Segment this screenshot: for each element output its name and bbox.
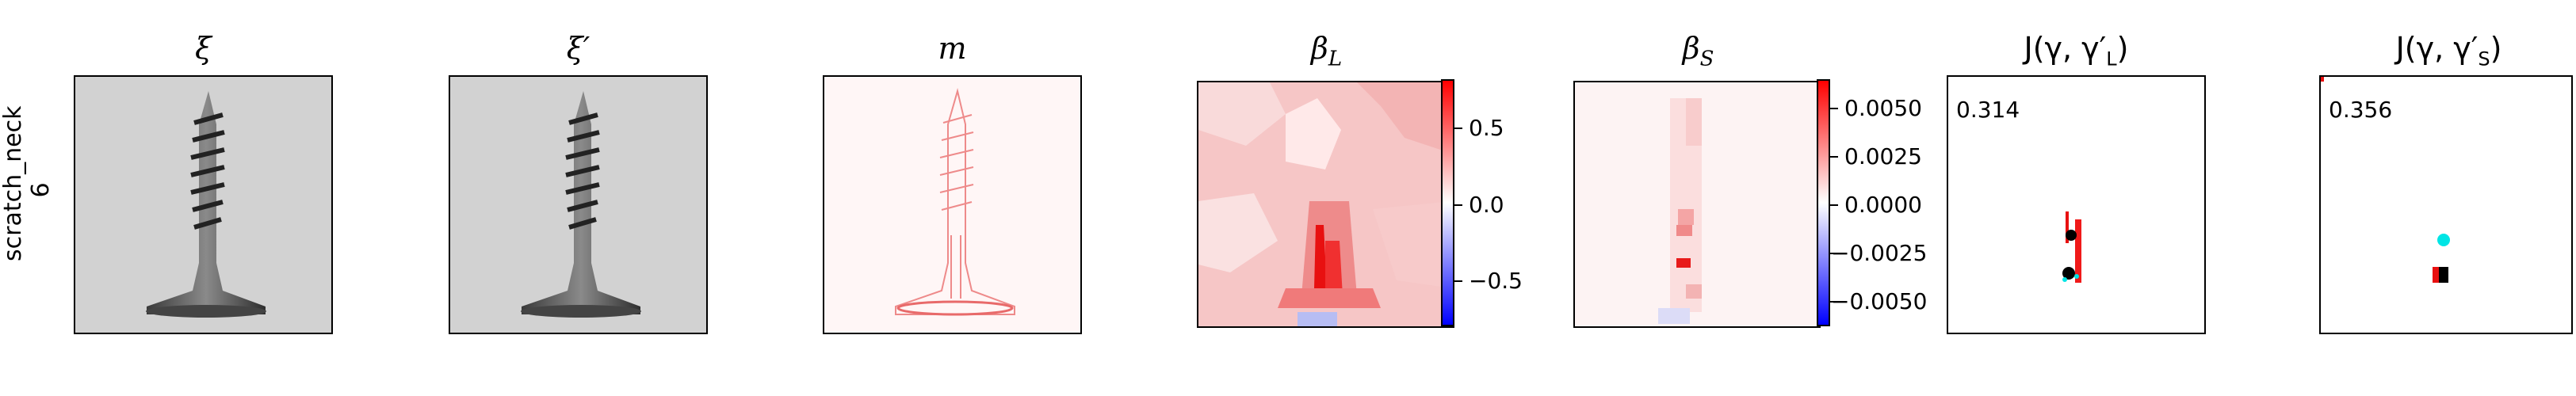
panel-xi-prime-title-text: ξ′	[566, 31, 590, 66]
panel-beta-l	[1197, 81, 1454, 328]
row-label: scratch_neck 6	[0, 105, 55, 261]
panel-xi	[74, 75, 333, 334]
panel-xi-title-text: ξ	[195, 31, 212, 66]
colorbar-beta-s-ticklabel: −0.0050	[1831, 288, 1928, 314]
colorbar-beta-s-ticklabel: 0.0025	[1844, 143, 1922, 169]
panel-j-s-title-close: )	[2490, 31, 2502, 66]
row-label-index: 6	[26, 182, 55, 198]
colorbar-beta-s-ticklabel: 0.0050	[1844, 95, 1922, 121]
colorbar-beta-s-tick	[1830, 156, 1838, 158]
colorbar-beta-l-tick	[1454, 128, 1462, 129]
screw-image-xi	[75, 77, 331, 332]
colorbar-beta-s-ticklabel: −0.0025	[1831, 240, 1928, 266]
panel-beta-s-title-base: β	[1682, 31, 1700, 66]
panel-beta-s-title-sub: S	[1699, 47, 1714, 71]
panel-j-s-title: J(γ, γ′S)	[2319, 33, 2576, 69]
colorbar-beta-s-tick	[1830, 204, 1838, 206]
panel-beta-l-title-sub: L	[1328, 47, 1343, 71]
beta-s-heatmap	[1575, 82, 1819, 326]
panel-xi-prime-title: ξ′	[449, 33, 708, 63]
colorbar-beta-l-ticklabel: 0.5	[1469, 115, 1504, 141]
panel-j-s-title-base: J(γ, γ′	[2395, 31, 2479, 66]
panel-j-s-title-sub: S	[2478, 48, 2490, 70]
colorbar-beta-s	[1817, 79, 1830, 326]
panel-j-l-score: 0.314	[1956, 97, 2020, 123]
jaccard-l-plot	[2062, 211, 2081, 283]
panel-j-l-title-close: )	[2116, 31, 2129, 66]
colorbar-beta-s-tick	[1830, 301, 1838, 303]
panel-beta-s-title: βS	[1573, 33, 1823, 70]
panel-m-title: m	[823, 33, 1082, 63]
colorbar-beta-l-tick	[1454, 280, 1462, 282]
jaccard-s-plot	[2321, 77, 2450, 283]
panel-j-l-title-base: J(γ, γ′	[2024, 31, 2107, 66]
panel-beta-l-title-base: β	[1310, 31, 1328, 66]
colorbar-beta-l	[1441, 79, 1454, 326]
panel-beta-s	[1573, 81, 1821, 328]
colorbar-beta-s-ticklabel: 0.0000	[1844, 192, 1922, 218]
panel-j-l-title-sub: L	[2106, 48, 2117, 70]
panel-xi-title: ξ	[74, 33, 333, 63]
panel-beta-l-title: βL	[1197, 33, 1456, 70]
colorbar-beta-l-ticklabel: 0.0	[1469, 192, 1504, 218]
panel-m-title-text: m	[938, 31, 967, 66]
panel-m	[823, 75, 1082, 334]
panel-j-l-title: J(γ, γ′L)	[1947, 33, 2206, 69]
beta-l-heatmap	[1198, 82, 1452, 326]
panel-j-s: 0.356	[2319, 75, 2573, 334]
screw-image-xi-prime	[450, 77, 705, 332]
colorbar-beta-s-tick	[1830, 253, 1838, 254]
colorbar-beta-l-ticklabel: −0.5	[1469, 268, 1523, 294]
colorbar-beta-s-tick	[1830, 108, 1838, 109]
panel-xi-prime	[449, 75, 708, 334]
panel-j-l: 0.314	[1947, 75, 2206, 334]
mask-image	[824, 77, 1080, 332]
row-label-name: scratch_neck	[0, 105, 27, 261]
panel-j-s-score: 0.356	[2329, 97, 2393, 123]
colorbar-beta-l-tick	[1454, 204, 1462, 206]
